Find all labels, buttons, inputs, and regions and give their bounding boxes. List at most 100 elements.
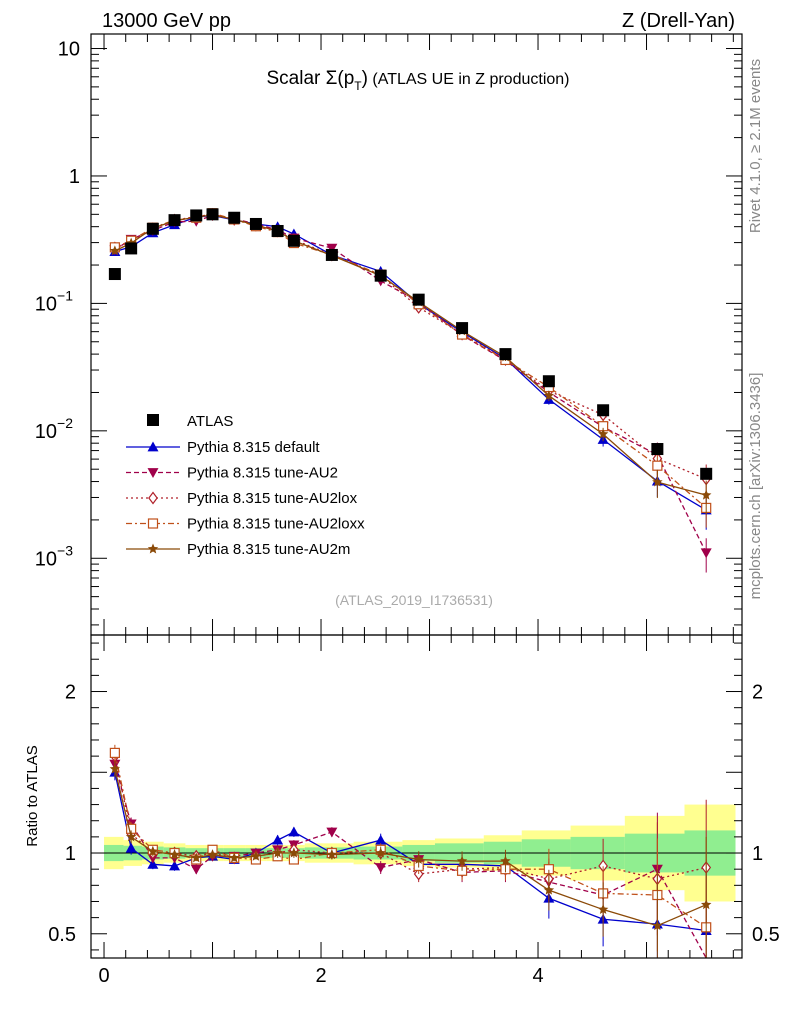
- main-marker-au2: [700, 548, 712, 559]
- main-ytick-label: 10−3: [35, 542, 73, 570]
- ratio-marker-au2m: [375, 847, 386, 858]
- main-marker-atlas: [456, 322, 469, 335]
- rivet-label: Rivet 4.1.0, ≥ 2.1M events: [747, 59, 764, 233]
- legend-label-au2: Pythia 8.315 tune-AU2: [187, 465, 338, 482]
- ratio-marker-au2m: [700, 899, 712, 910]
- ratio-marker-default: [147, 858, 159, 869]
- main-marker-atlas: [190, 209, 203, 222]
- title-suffix: (ATLAS UE in Z production): [368, 71, 570, 88]
- header-right: Z (Drell-Yan): [622, 10, 735, 32]
- legend-label-au2loxx: Pythia 8.315 tune-AU2loxx: [187, 516, 365, 533]
- ratio-marker-au2m: [326, 849, 338, 860]
- legend-label-default: Pythia 8.315 default: [187, 439, 320, 456]
- ratio-marker-au2m: [272, 847, 283, 858]
- main-marker-au2m: [109, 245, 121, 256]
- main-marker-atlas: [651, 443, 664, 456]
- ratio-marker-au2: [375, 863, 387, 874]
- ratio-marker-default: [288, 826, 300, 837]
- xtick-label: 2: [315, 965, 326, 987]
- main-marker-au2m: [700, 489, 712, 500]
- ratio-marker-default: [272, 834, 284, 845]
- ratio-marker-au2m: [413, 853, 424, 864]
- ratio-series-layer: [109, 744, 712, 959]
- ratio-marker-au2m: [456, 855, 468, 866]
- main-marker-atlas: [249, 217, 262, 230]
- ratio-marker-au2: [190, 864, 202, 875]
- ratio-marker-default: [375, 834, 387, 845]
- title-prefix: Scalar: [266, 68, 325, 89]
- ratio-ticks: 2 2 1 1 0.5 0.5 0 2 4: [48, 635, 780, 987]
- ratio-marker-au2loxx: [109, 747, 120, 758]
- legend-marker-au2loxx: [147, 518, 159, 529]
- ratio-ytick-label-right: 1: [752, 843, 763, 865]
- main-marker-au2loxx: [652, 460, 663, 471]
- main-marker-au2m: [543, 390, 555, 401]
- xtick-label: 0: [98, 965, 109, 987]
- legend-label-au2lox: Pythia 8.315 tune-AU2lox: [187, 490, 358, 507]
- legend-marker-atlas: [147, 414, 159, 426]
- header-left: 13000 GeV pp: [102, 10, 231, 32]
- legend-label-atlas: ATLAS: [187, 413, 233, 430]
- title-subscript: T: [354, 79, 362, 93]
- ratio-marker-au2m: [191, 852, 202, 863]
- ratio-ytick-label-right: 0.5: [752, 924, 780, 946]
- analysis-id: (ATLAS_2019_I1736531): [335, 592, 493, 608]
- main-series-layer: [108, 207, 713, 573]
- main-ytick-label: 1: [69, 166, 80, 188]
- main-marker-au2m: [597, 428, 609, 439]
- ratio-marker-au2m: [207, 849, 218, 860]
- ratio-plot: 2 2 1 1 0.5 0.5 0 2 4 Ratio to ATLAS: [24, 634, 780, 987]
- main-ytick-label: 10−2: [35, 415, 73, 443]
- ytick-mantissa: 10: [35, 421, 57, 443]
- legend-marker-au2m: [147, 543, 159, 554]
- plot-title: Scalar Σ(pT) (ATLAS UE in Z production): [266, 68, 569, 93]
- ratio-marker-au2m: [543, 884, 555, 895]
- ratio-marker-au2: [326, 827, 338, 838]
- ratio-marker-au2m: [597, 904, 609, 914]
- ratio-marker-au2m: [169, 849, 180, 860]
- main-marker-atlas: [168, 214, 181, 227]
- legend-label-au2m: Pythia 8.315 tune-AU2m: [187, 541, 350, 558]
- main-marker-atlas: [271, 224, 284, 237]
- legend-marker-au2: [147, 468, 159, 478]
- ratio-marker-au2m: [288, 847, 300, 858]
- ratio-marker-au2m: [652, 920, 663, 931]
- ratio-marker-au2m: [125, 831, 137, 842]
- ytick-mantissa: 10: [35, 293, 57, 315]
- main-marker-atlas: [499, 348, 512, 361]
- ratio-marker-default: [169, 860, 181, 871]
- main-marker-atlas: [146, 222, 159, 235]
- legend-marker-au2lox: [148, 491, 158, 505]
- ytick-exponent: −1: [57, 287, 73, 303]
- ratio-ylabel: Ratio to ATLAS: [24, 745, 41, 846]
- main-marker-atlas: [206, 208, 219, 221]
- main-marker-atlas: [125, 242, 138, 255]
- xtick-label: 4: [532, 965, 543, 987]
- ytick-exponent: −3: [57, 542, 73, 558]
- title-symbol: Σ(p: [326, 68, 355, 89]
- legend-marker-default: [147, 441, 159, 452]
- legend: ATLAS Pythia 8.315 default Pythia 8.315 t…: [126, 413, 365, 558]
- ytick-exponent: −2: [57, 415, 73, 431]
- main-ytick-label: 10: [58, 39, 80, 61]
- legend-series: Pythia 8.315 default Pythia 8.315 tune-AU…: [126, 439, 365, 558]
- mcplots-label: mcplots.cern.ch [arXiv:1306.3436]: [747, 373, 764, 600]
- main-marker-atlas: [597, 404, 610, 417]
- main-marker-atlas: [412, 293, 425, 306]
- main-ytick-label: 10−1: [35, 287, 73, 315]
- main-marker-atlas: [287, 234, 300, 247]
- main-marker-atlas: [108, 268, 121, 281]
- ratio-frame: [90, 634, 743, 959]
- main-marker-atlas: [228, 211, 241, 224]
- ratio-ytick-label-left: 1: [65, 843, 76, 865]
- main-marker-atlas: [325, 248, 338, 261]
- main-marker-au2m: [652, 476, 663, 487]
- ratio-ytick-label-left: 2: [65, 682, 76, 704]
- main-marker-atlas: [374, 269, 387, 282]
- main-marker-atlas: [542, 375, 555, 388]
- title-close: ): [362, 68, 368, 89]
- ratio-marker-au2m: [109, 763, 121, 774]
